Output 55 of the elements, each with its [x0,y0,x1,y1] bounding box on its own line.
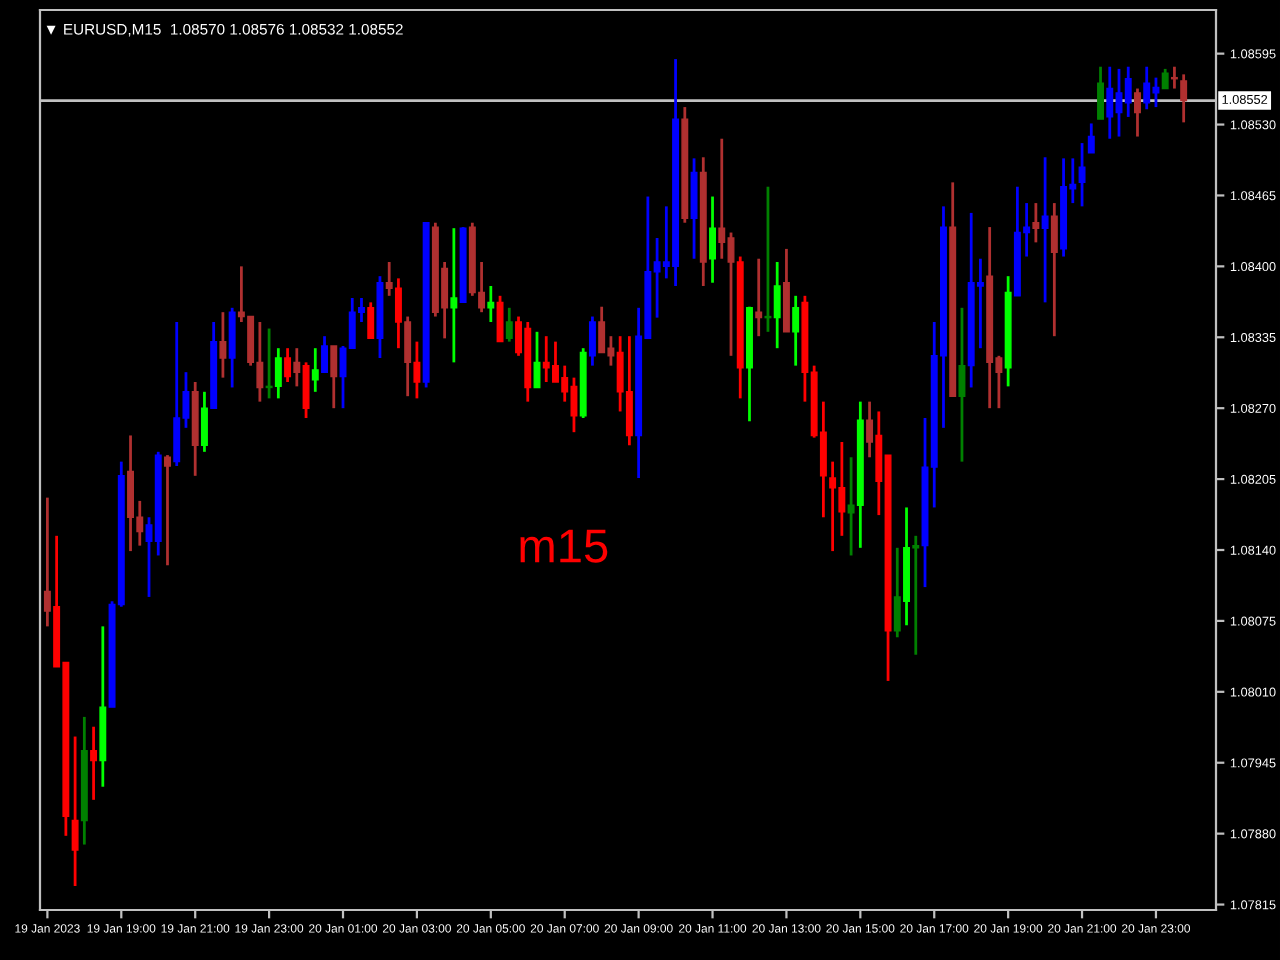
candlestick [265,327,273,400]
candlestick [413,340,421,400]
candlestick [792,294,800,368]
candlestick [321,334,328,374]
candlestick [367,300,375,340]
candlestick [773,260,781,350]
candlestick [71,735,79,888]
candlestick [866,400,874,459]
candlestick [690,156,698,261]
candlestick [588,315,596,368]
candlestick [1087,122,1095,155]
candlestick [1180,72,1188,124]
candlestick [1143,65,1151,111]
candlestick [164,453,171,567]
candlestick [219,310,227,380]
candlestick [1106,65,1114,141]
candlestick [90,725,98,802]
candlestick [173,320,181,468]
candlestick [1041,155,1049,304]
candlestick [505,306,513,344]
candlestick [1050,201,1058,338]
candlestick [709,195,716,285]
candlestick [755,257,763,338]
candlestick [487,284,495,324]
candlestick [43,496,51,628]
candlestick [274,346,282,400]
candlestick [311,346,319,394]
candlestick [385,260,393,298]
candlestick [912,534,920,657]
candlestick [1134,87,1141,138]
candlestick [829,460,837,553]
annotation: m15 [520,529,608,563]
candlestick [404,315,412,398]
candlestick [228,306,236,389]
candlestick [958,306,966,464]
candlestick [302,360,310,420]
candlestick [718,137,726,261]
candlestick [1032,201,1040,244]
candlestick [284,346,292,384]
candlestick [200,390,208,454]
candlestick [394,276,402,350]
candlestick [893,546,901,639]
candlestick [330,344,338,410]
candlestick [1078,141,1086,208]
candlestick [1161,67,1169,90]
candlestick [598,305,606,354]
candlestick [1124,65,1132,119]
candlestick [496,294,504,344]
candlestick [764,185,772,334]
candlestick [293,346,301,388]
candlestick [847,455,855,557]
candlestick [625,334,633,447]
candlestick [1170,65,1178,90]
candlestick [450,226,458,364]
candlestick [1097,65,1104,121]
